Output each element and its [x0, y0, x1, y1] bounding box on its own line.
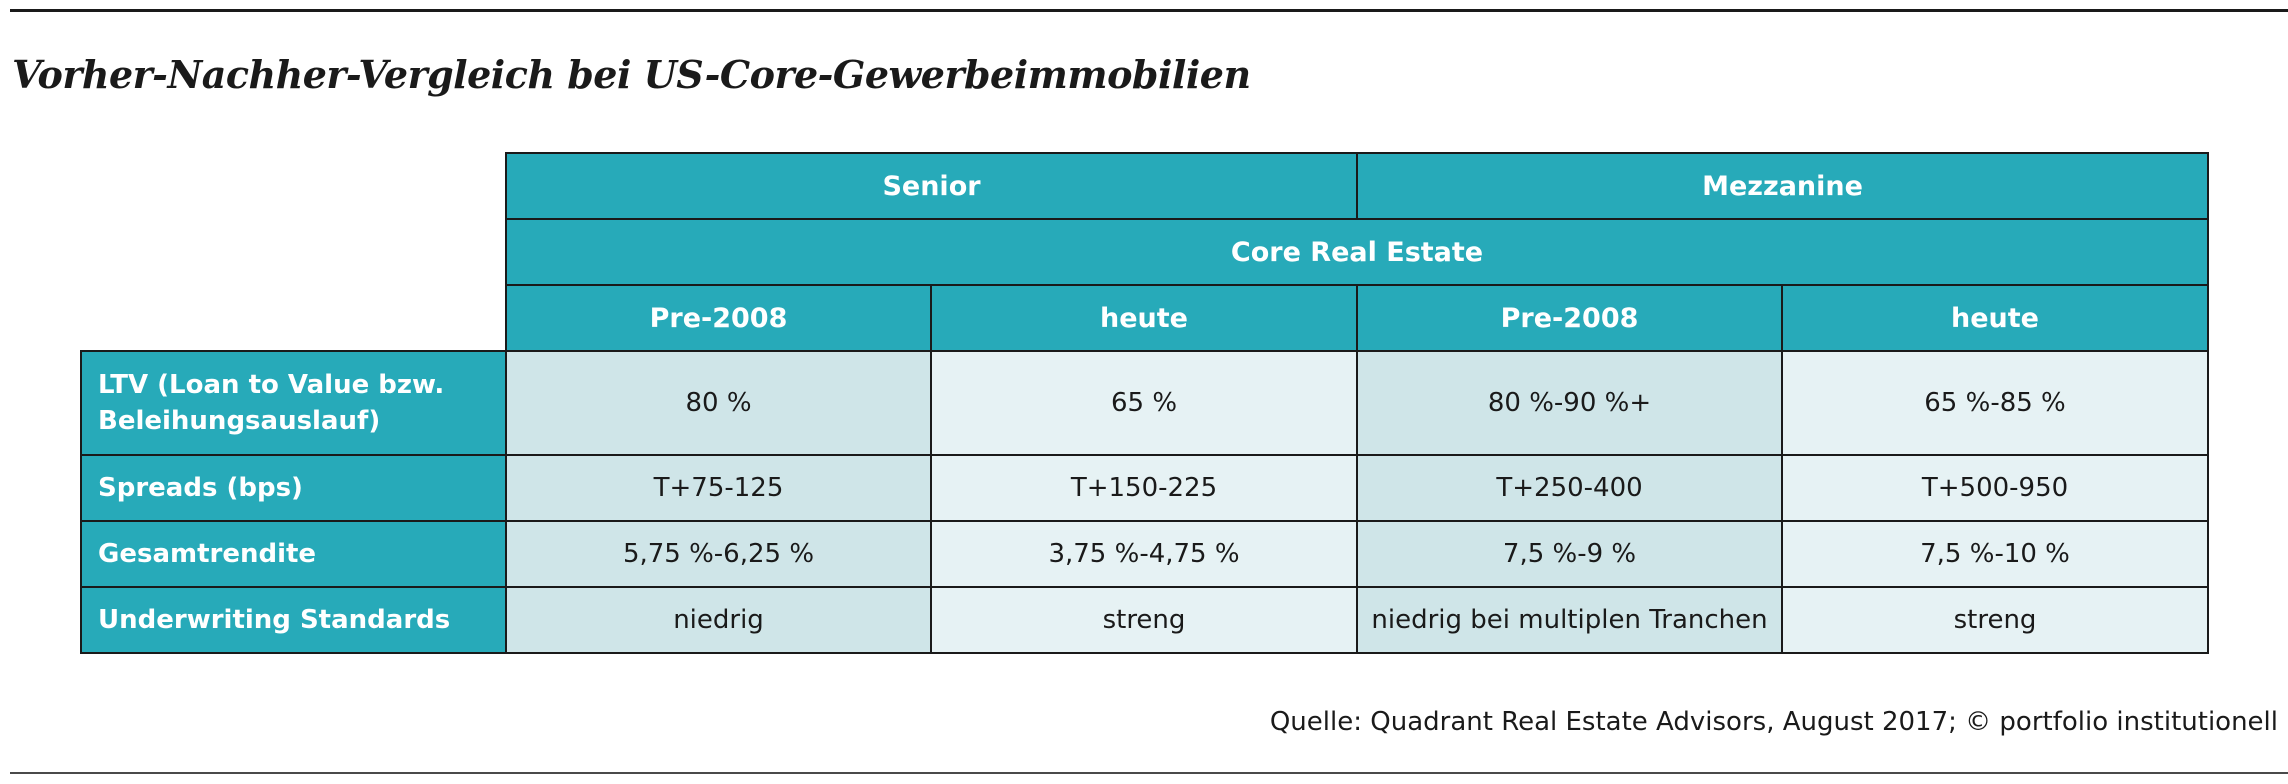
empty-corner-cell: [81, 153, 506, 219]
row-header: LTV (Loan to Value bzw. Beleihungsauslau…: [80, 350, 507, 456]
row-header: Underwriting Standards: [80, 586, 507, 654]
table-cell: 3,75 %-4,75 %: [929, 520, 1359, 588]
column-header: Pre-2008: [505, 284, 932, 352]
span-header-core-real-estate: Core Real Estate: [504, 218, 2210, 286]
table-cell: T+75-125: [505, 454, 932, 522]
group-header-senior: Senior: [504, 152, 1359, 220]
empty-corner-cell: [81, 285, 506, 351]
bottom-rule: [10, 772, 2288, 774]
table-cell: T+250-400: [1356, 454, 1784, 522]
column-header: Pre-2008: [1356, 284, 1784, 352]
column-header: heute: [1781, 284, 2210, 352]
table-cell: streng: [1781, 586, 2210, 654]
span-header-row: Core Real Estate: [81, 218, 2210, 286]
comparison-table: Senior Mezzanine Core Real Estate Pre-20…: [80, 152, 2210, 654]
table-cell: 5,75 %-6,25 %: [505, 520, 932, 588]
table-row: LTV (Loan to Value bzw. Beleihungsauslau…: [80, 350, 2210, 456]
table-cell: 80 %: [505, 350, 932, 456]
table-cell: T+500-950: [1781, 454, 2210, 522]
table-cell: 7,5 %-10 %: [1781, 520, 2210, 588]
table-cell: 65 %: [929, 350, 1359, 456]
row-header: Spreads (bps): [80, 454, 507, 522]
table-row: Gesamtrendite 5,75 %-6,25 % 3,75 %-4,75 …: [80, 520, 2210, 588]
page-title: Vorher-Nachher-Vergleich bei US-Core-Gew…: [12, 52, 1251, 97]
table-cell: niedrig: [505, 586, 932, 654]
top-rule: [10, 9, 2288, 12]
group-header-row: Senior Mezzanine: [81, 152, 2210, 220]
column-header-row: Pre-2008 heute Pre-2008 heute: [81, 284, 2210, 352]
row-header: Gesamtrendite: [80, 520, 507, 588]
table-cell: T+150-225: [929, 454, 1359, 522]
table-cell: 7,5 %-9 %: [1356, 520, 1784, 588]
table-cell: 65 %-85 %: [1781, 350, 2210, 456]
table-cell: streng: [929, 586, 1359, 654]
empty-corner-cell: [81, 219, 506, 285]
group-header-mezzanine: Mezzanine: [1356, 152, 2210, 220]
column-header: heute: [929, 284, 1359, 352]
table-cell: niedrig bei multiplen Tranchen: [1356, 586, 1784, 654]
table-cell: 80 %-90 %+: [1356, 350, 1784, 456]
source-note: Quelle: Quadrant Real Estate Advisors, A…: [1269, 707, 2278, 737]
table-row: Spreads (bps) T+75-125 T+150-225 T+250-4…: [80, 454, 2210, 522]
table-row: Underwriting Standards niedrig streng ni…: [80, 586, 2210, 654]
